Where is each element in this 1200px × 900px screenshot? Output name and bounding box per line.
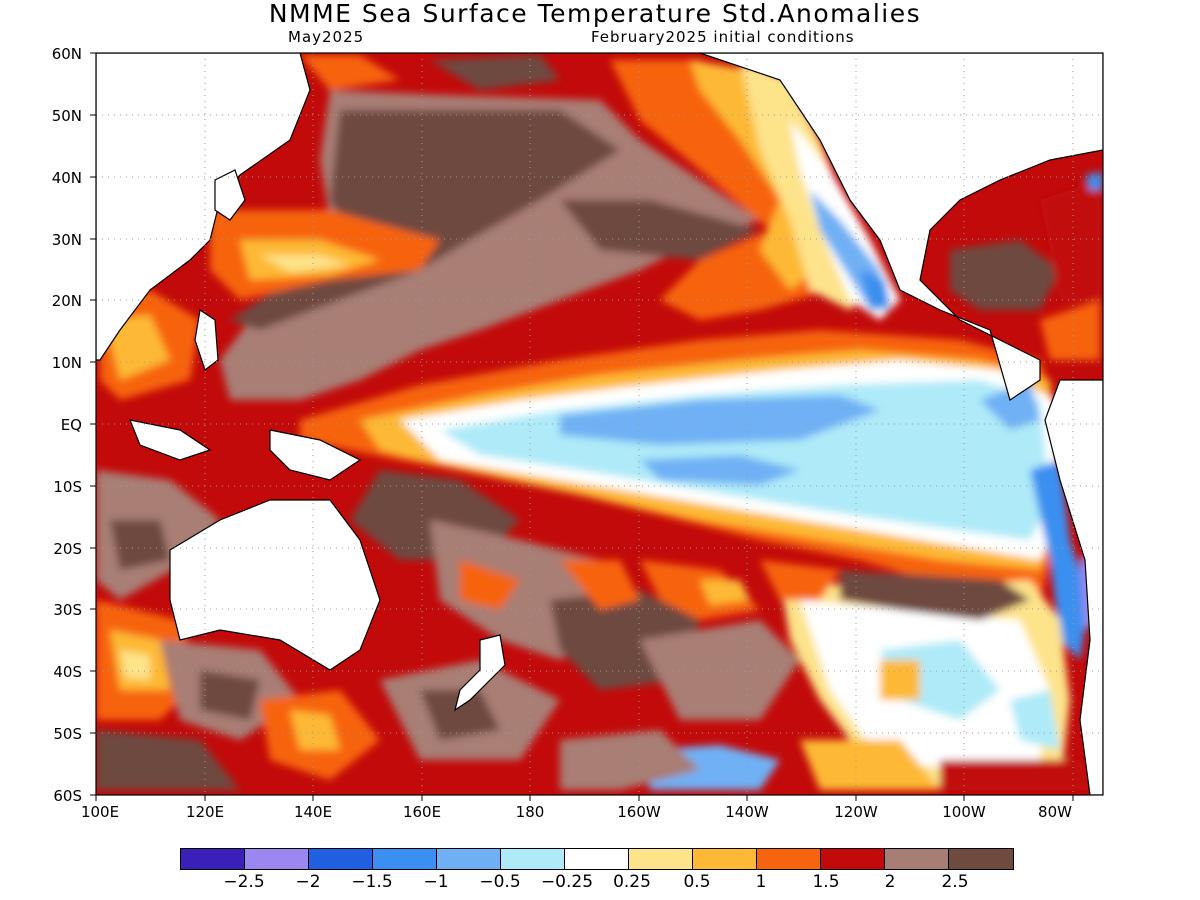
asia-landmass	[96, 53, 311, 361]
colorbar-tick-label: 2.5	[941, 872, 969, 892]
map-gridlines	[96, 53, 1103, 795]
lon-label-80w: 80W	[1038, 803, 1072, 821]
colorbar-tick-label: 1.5	[812, 872, 840, 892]
colorbar-box	[693, 849, 757, 869]
lon-label-120w: 120W	[834, 803, 878, 821]
colorbar-tick-label: −0.25	[540, 872, 594, 892]
land-masses	[96, 53, 1103, 795]
lon-label-180: 180	[515, 803, 545, 821]
colorbar-tick-label: 2	[884, 872, 896, 892]
colorbar-box	[309, 849, 373, 869]
axis-ticks	[90, 52, 1074, 801]
colorbar-tick-label: 0.25	[613, 872, 651, 892]
lat-label-40s: 40S	[53, 663, 82, 681]
lat-label-60s: 60S	[53, 787, 82, 805]
lon-label-100w: 100W	[942, 803, 986, 821]
lat-label-10s: 10S	[53, 478, 82, 496]
colorbar-box	[629, 849, 693, 869]
colorbar-box	[885, 849, 949, 869]
lat-label-20s: 20S	[53, 540, 82, 558]
lon-label-160w: 160W	[617, 803, 661, 821]
lat-label-20n: 20N	[51, 292, 82, 310]
colorbar-tick-label: −1	[423, 872, 449, 892]
colorbar-box	[949, 849, 1013, 869]
colorbar-box	[565, 849, 629, 869]
colorbar-box	[245, 849, 309, 869]
philippines-landmass	[194, 308, 219, 371]
lat-label-30s: 30S	[53, 601, 82, 619]
lon-label-140e: 140E	[293, 803, 333, 821]
lat-label-40n: 40N	[51, 169, 82, 187]
colorbar-tick-label: −1.5	[351, 872, 393, 892]
anomaly-field	[96, 53, 1103, 795]
colorbar-box	[501, 849, 565, 869]
colorbar-box	[757, 849, 821, 869]
colorbar-tick-label: −2	[295, 872, 321, 892]
colorbar-tick-label: 1	[755, 872, 767, 892]
lat-label-50s: 50S	[53, 725, 82, 743]
new-zealand-landmass	[454, 634, 506, 712]
colorbar-box	[181, 849, 245, 869]
colorbar-box	[437, 849, 501, 869]
colorbar-tick-label: 0.5	[683, 872, 711, 892]
lon-label-160e: 160E	[402, 803, 442, 821]
lon-label-120e: 120E	[185, 803, 225, 821]
colorbar	[180, 848, 1014, 870]
north-america-landmass	[699, 53, 1103, 401]
lon-label-140w: 140W	[725, 803, 769, 821]
colorbar-tick-label: −0.5	[479, 872, 521, 892]
colorbar-box	[821, 849, 885, 869]
new-guinea-landmass	[269, 429, 362, 481]
lat-label-60n: 60N	[51, 45, 82, 63]
japan-landmass	[214, 169, 246, 221]
maritime-continent-islands	[129, 419, 212, 461]
initial-conditions: February2025 initial conditions	[591, 28, 855, 46]
lat-label-eq: EQ	[60, 416, 82, 434]
anomaly-patches	[96, 55, 1103, 790]
lat-label-30n: 30N	[51, 231, 82, 249]
lat-label-50n: 50N	[51, 107, 82, 125]
colorbar-tick-label: −2.5	[223, 872, 265, 892]
south-america-landmass	[1044, 379, 1103, 795]
lat-label-10n: 10N	[51, 354, 82, 372]
forecast-month: May2025	[288, 28, 365, 46]
australia-landmass	[169, 499, 381, 671]
lon-label-100e: 100E	[80, 803, 120, 821]
chart-title: NMME Sea Surface Temperature Std.Anomali…	[268, 0, 922, 28]
colorbar-box	[373, 849, 437, 869]
